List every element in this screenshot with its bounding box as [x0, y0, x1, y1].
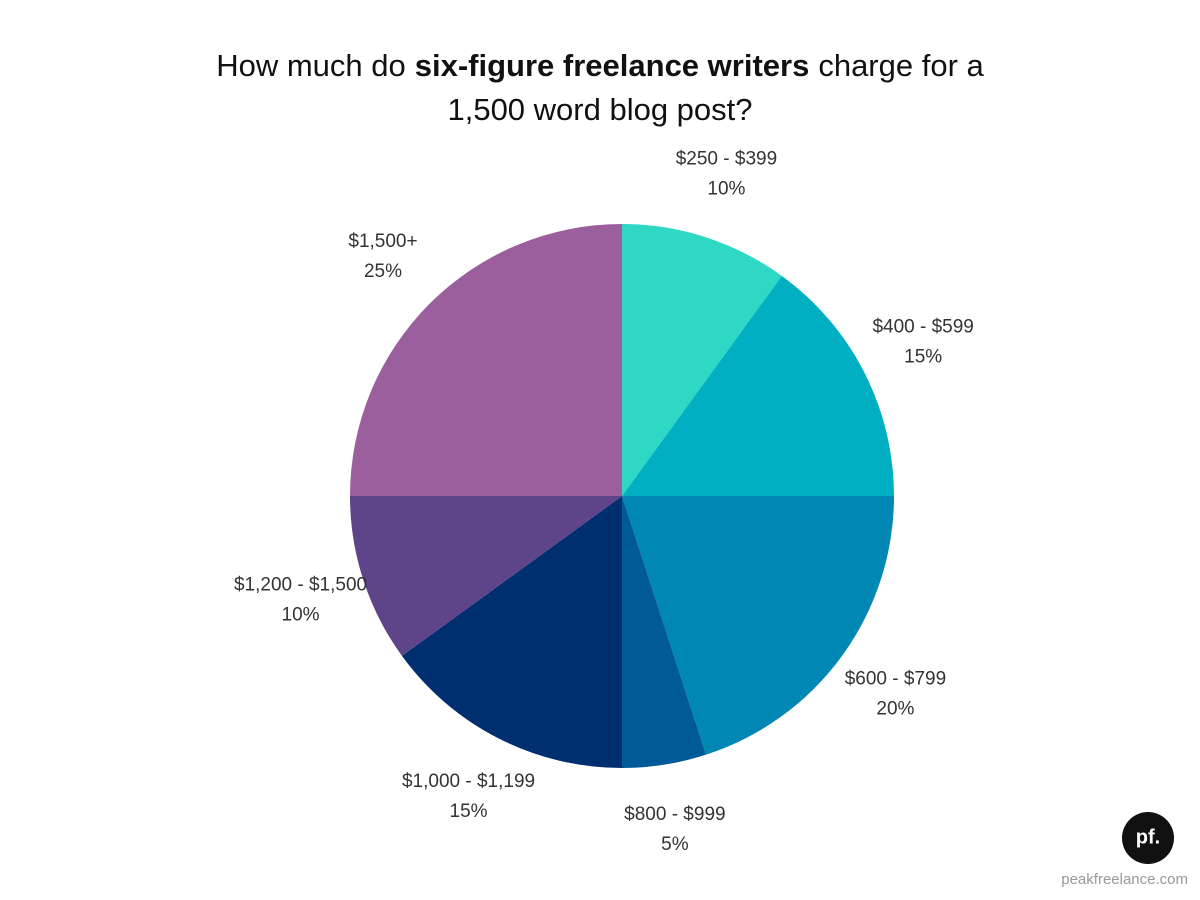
pie-slice: [401, 496, 622, 768]
slice-value-label: 5%: [661, 834, 689, 855]
logo-badge: [1122, 812, 1174, 864]
footer: peakfreelance.com: [1061, 871, 1188, 888]
chart-title: How much do six-figure freelance writers c…: [216, 48, 984, 127]
title-segment: 1,500 word blog post?: [447, 92, 752, 127]
slice-value-label: 10%: [282, 604, 320, 625]
slice-label: $600 - $799: [845, 669, 946, 690]
slice-value-label: 20%: [876, 699, 914, 720]
slice-value-label: 25%: [364, 261, 402, 282]
slice-label: $1,500+: [348, 231, 417, 252]
title-segment: charge for a: [818, 48, 984, 83]
pie-slice: [622, 496, 894, 755]
slice-value-label: 15%: [450, 801, 488, 822]
title-segment: How much do: [216, 48, 406, 83]
slice-value-label: 15%: [904, 347, 942, 368]
slice-value-label: 10%: [707, 179, 745, 200]
pie-slice: [622, 224, 782, 496]
pie-slice: [622, 275, 894, 496]
slice-label: $250 - $399: [676, 149, 777, 170]
pie-slice: [622, 496, 707, 768]
pie-slice: [350, 224, 622, 496]
slice-label: $1,200 - $1,500: [234, 574, 367, 595]
slice-label: $800 - $999: [624, 804, 725, 825]
title-segment: six-figure freelance writers: [415, 48, 810, 83]
pie-slice: [350, 496, 622, 656]
logo: pf.: [1136, 826, 1160, 848]
slice-label: $400 - $599: [872, 317, 973, 338]
slice-label: $1,000 - $1,199: [402, 771, 535, 792]
